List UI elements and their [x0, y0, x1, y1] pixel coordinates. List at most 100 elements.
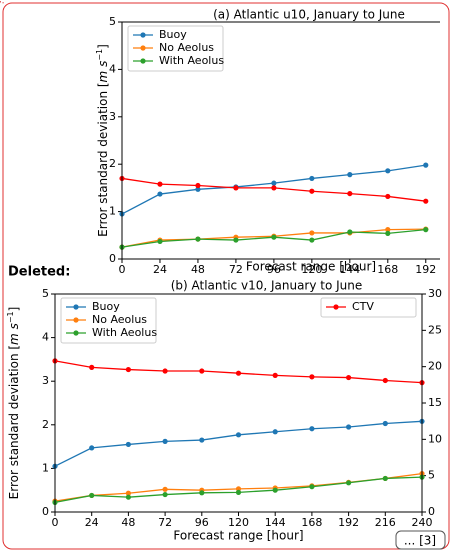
point: [233, 237, 239, 243]
point: [347, 190, 353, 197]
legend-label: With Aeolus: [159, 54, 224, 67]
legend-box: [60, 297, 157, 344]
legend-marker: [333, 304, 339, 310]
more-link[interactable]: ... [3]: [404, 534, 436, 548]
point: [271, 234, 277, 240]
point: [382, 475, 388, 482]
point: [385, 227, 391, 233]
point: [157, 238, 163, 245]
point: [89, 445, 95, 451]
y-tick-label: 0: [42, 505, 49, 518]
x-tick-label: 96: [195, 516, 209, 529]
point: [195, 182, 201, 189]
y-tick-label: 4: [109, 62, 116, 75]
y-tick-label: 1: [109, 205, 116, 218]
legend-marker: [73, 330, 79, 336]
point: [162, 368, 168, 374]
y-axis-label-part: m s: [7, 323, 21, 345]
y2-tick-label: 5: [428, 469, 435, 482]
point: [272, 487, 278, 493]
x-tick-label: 24: [153, 263, 167, 276]
point: [233, 185, 239, 191]
point: [199, 490, 205, 496]
x-tick-label: 0: [119, 263, 126, 276]
x-tick-label: 192: [338, 516, 359, 529]
legend-marker: [73, 304, 79, 310]
point: [346, 374, 352, 381]
legend-label: No Aeolus: [159, 41, 214, 54]
y2-tick-label: 30: [428, 287, 442, 300]
point: [125, 366, 131, 373]
x-tick-label: 120: [228, 516, 249, 529]
point: [309, 230, 315, 236]
y2-tick-label: 20: [428, 360, 442, 373]
chart: (b) Atlantic v10, January to June 0 1 2 3 4 5 0…: [6, 279, 443, 543]
point: [423, 162, 429, 168]
point: [382, 420, 388, 427]
x-tick-label: 216: [375, 516, 396, 529]
x-tick-label: 96: [267, 263, 281, 276]
y-axis-label: Error standard deviation [m s−1]: [95, 44, 110, 237]
y-axis-label: Error standard deviation [m s−1]: [6, 307, 21, 500]
point: [271, 180, 277, 186]
point: [385, 168, 391, 174]
point: [347, 172, 353, 178]
y-axis-label-part: −1: [95, 49, 104, 61]
axes-frame: [54, 293, 423, 513]
point: [271, 185, 277, 191]
comment-connector: [0, 1, 5, 5]
y-axis-label-part: −1: [6, 311, 15, 323]
x-tick-label: 168: [377, 263, 398, 276]
y-tick-label: 1: [42, 461, 49, 474]
point: [382, 377, 388, 384]
point: [272, 372, 278, 378]
more-button[interactable]: [395, 530, 446, 550]
point: [346, 480, 352, 486]
point: [309, 175, 315, 182]
x-axis-label: Forecast range [hour]: [246, 260, 376, 274]
x-tick-label: 0: [52, 516, 59, 529]
legend-marker: [140, 58, 146, 64]
y-tick-label: 5: [109, 15, 116, 28]
point: [423, 227, 429, 233]
point: [162, 486, 168, 492]
chart-title: (b) Atlantic v10, January to June: [171, 279, 363, 293]
point: [162, 491, 168, 498]
chart-title: (a) Atlantic u10, January to June: [213, 8, 405, 22]
y-axis-label-part: Error standard deviation [: [96, 82, 110, 236]
point: [125, 441, 131, 448]
y2-tick-label: 15: [428, 396, 442, 409]
y-tick-label: 5: [42, 287, 49, 300]
point: [125, 494, 131, 500]
point: [235, 432, 242, 438]
legend-label: Buoy: [92, 300, 120, 313]
point: [423, 198, 429, 204]
x-tick-label: 144: [339, 263, 360, 276]
chart: (a) Atlantic u10, January to June 0 1 2 3 4 5 0…: [95, 8, 440, 276]
x-axis-label: Forecast range [hour]: [173, 529, 303, 543]
point: [89, 492, 95, 499]
y-axis-label-part: ]: [96, 44, 110, 49]
x-tick-label: 192: [415, 263, 436, 276]
point: [157, 191, 163, 197]
y-tick-label: 3: [42, 374, 49, 387]
x-tick-label: 48: [121, 516, 135, 529]
axes-frame: [121, 21, 440, 260]
deleted-label: Deleted:: [8, 265, 70, 280]
point: [309, 426, 315, 432]
legend-marker: [140, 32, 146, 38]
x-tick-label: 144: [265, 516, 286, 529]
point: [272, 429, 278, 435]
x-tick-label: 120: [301, 263, 322, 276]
point: [162, 438, 168, 444]
x-tick-label: 168: [301, 516, 322, 529]
x-tick-label: 48: [191, 263, 205, 276]
point: [199, 437, 205, 443]
point: [195, 236, 201, 242]
point: [89, 364, 95, 370]
point: [309, 374, 315, 380]
y-tick-label: 0: [109, 252, 116, 265]
point: [347, 229, 353, 235]
